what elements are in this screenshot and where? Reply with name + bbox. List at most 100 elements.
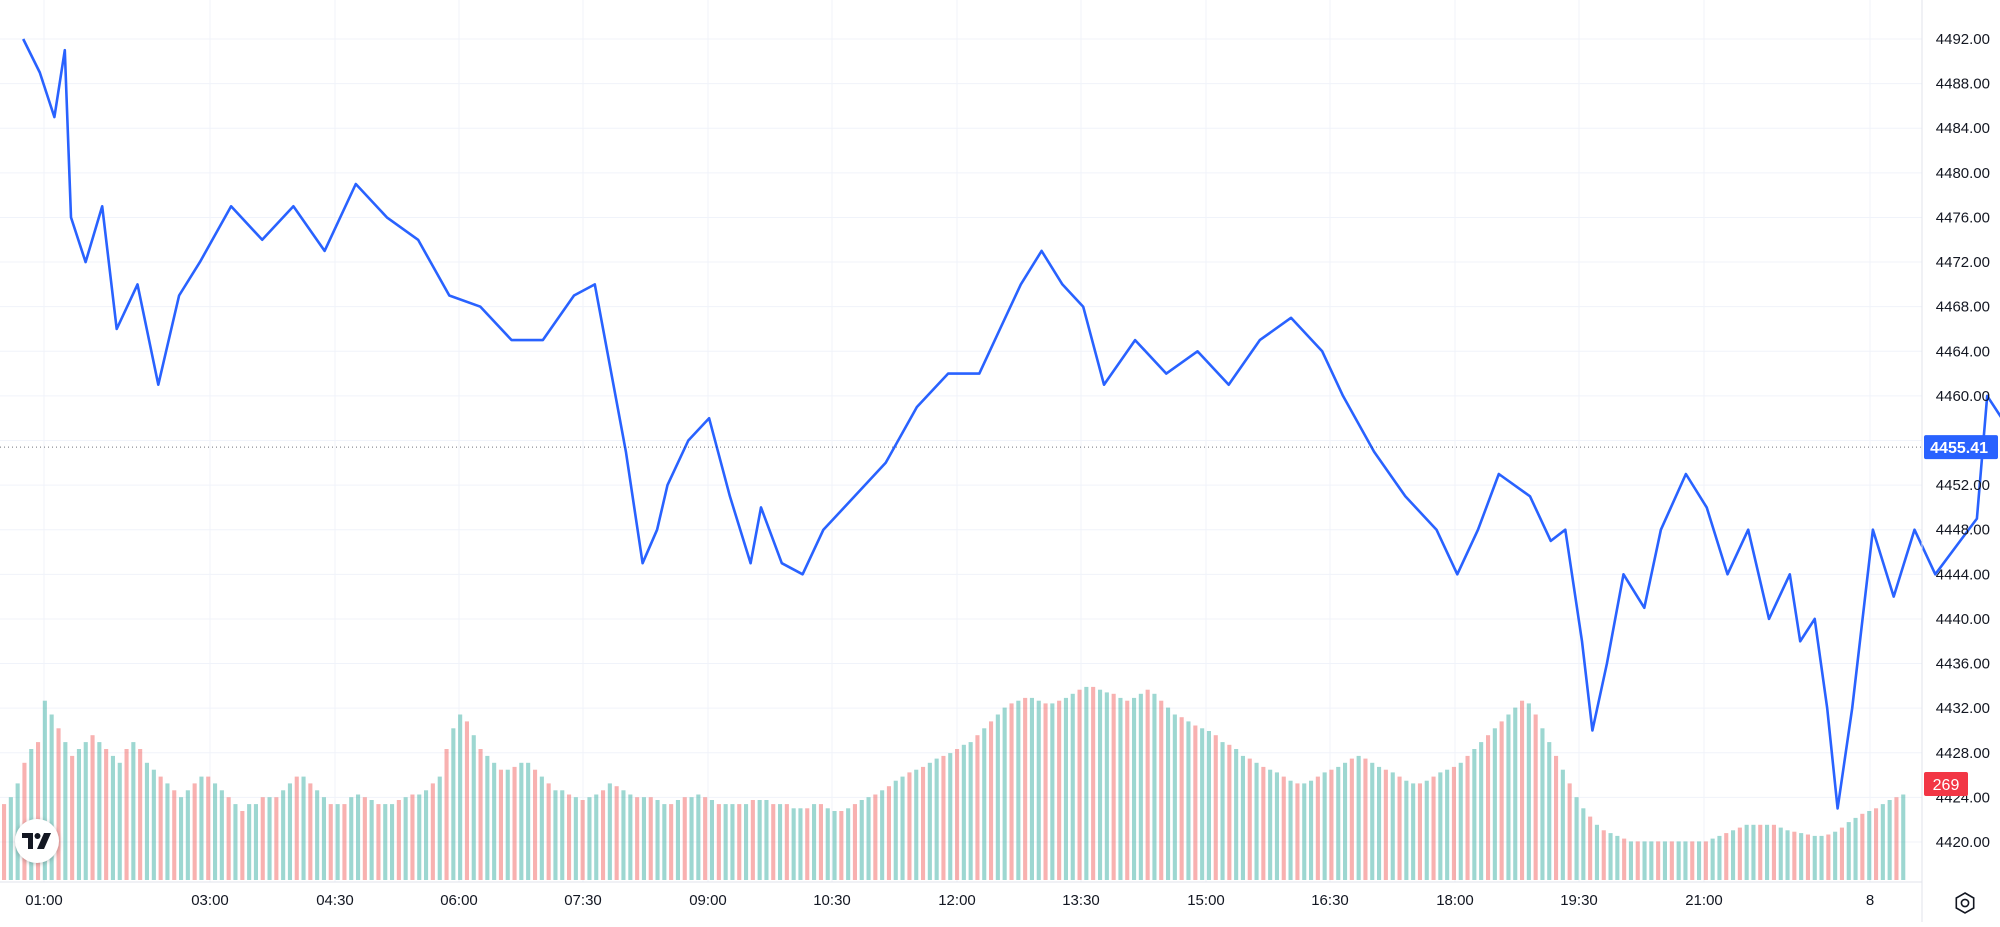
volume-bar [614, 786, 619, 880]
volume-bar [471, 735, 476, 880]
price-line[interactable] [22, 38, 2000, 810]
volume-bar [1628, 841, 1633, 880]
volume-bar [83, 742, 88, 880]
volume-bar [1458, 762, 1463, 880]
volume-bar [955, 749, 960, 880]
volume-bar [430, 783, 435, 880]
volume-bar [383, 804, 388, 880]
y-tick-label: 4492.00 [1936, 31, 1990, 48]
volume-bar [832, 811, 837, 880]
volume-bar [417, 794, 422, 880]
volume-bar [941, 755, 946, 880]
volume-bar [778, 804, 783, 880]
x-tick-label: 06:00 [440, 892, 478, 909]
volume-bar [968, 742, 973, 880]
volume-bar [1588, 816, 1593, 880]
volume-bar [1206, 731, 1211, 880]
volume-bar [29, 749, 34, 880]
volume-bar [42, 700, 47, 880]
volume-bar [961, 744, 966, 880]
volume-bar [1703, 841, 1708, 880]
volume-bar [580, 800, 585, 880]
x-tick-label: 18:00 [1436, 892, 1474, 909]
volume-bar [1159, 700, 1164, 880]
y-tick-label: 4432.00 [1936, 700, 1990, 717]
volume-bar [709, 800, 714, 880]
volume-bar [1683, 841, 1688, 880]
volume-bar [1145, 689, 1150, 880]
volume-bar [1397, 776, 1402, 880]
volume-bar [982, 728, 987, 880]
volume-bar [90, 735, 95, 880]
volume-bar [1486, 735, 1491, 880]
volume-bar [560, 790, 565, 880]
volume-bar [1016, 700, 1021, 880]
volume-bar [764, 800, 769, 880]
volume-bar [1608, 833, 1613, 880]
volume-bar [744, 804, 749, 880]
volume-bar [1717, 835, 1722, 880]
y-tick-label: 4460.00 [1936, 388, 1990, 405]
volume-bar [873, 794, 878, 880]
volume-bar [1377, 766, 1382, 880]
tradingview-logo-icon[interactable] [15, 819, 59, 863]
x-tick-label: 04:30 [316, 892, 354, 909]
volume-bar [818, 804, 823, 880]
volume-bar [1697, 841, 1702, 880]
volume-bar [1778, 827, 1783, 880]
volume-bar [1724, 833, 1729, 880]
volume-bar [526, 762, 531, 880]
volume-bar [478, 749, 483, 880]
volume-bar [1424, 780, 1429, 880]
volume-bar [97, 742, 102, 880]
volume-bar [621, 790, 626, 880]
volume-bar [1240, 755, 1245, 880]
x-tick-label: 01:00 [25, 892, 63, 909]
volume-bar [253, 804, 258, 880]
volume-bar [1431, 776, 1436, 880]
volume-bar [852, 804, 857, 880]
volume-bar [349, 797, 354, 880]
volume-bar [921, 766, 926, 880]
volume-bar [70, 755, 75, 880]
volume-bar [1560, 769, 1565, 880]
volume-bar [1438, 772, 1443, 880]
volume-bar [1002, 707, 1007, 880]
volume-bar [1710, 838, 1715, 880]
y-tick-label: 4428.00 [1936, 745, 1990, 762]
volume-bar [1063, 697, 1068, 880]
volume-bar [165, 783, 170, 880]
volume-bar [287, 783, 292, 880]
x-tick-label: 8 [1866, 892, 1874, 909]
y-tick-label: 4472.00 [1936, 254, 1990, 271]
volume-bar [594, 794, 599, 880]
volume-bar [825, 808, 830, 880]
volume-bar [1411, 783, 1416, 880]
volume-bar [975, 735, 980, 880]
volume-bar [199, 776, 204, 880]
time-axis[interactable]: 01:00 03:00 04:30 06:00 07:30 09:00 10:30 12:00… [25, 892, 1874, 909]
volume-bar [1023, 697, 1028, 880]
volume-bar [1574, 797, 1579, 880]
volume-bar [185, 790, 190, 880]
volume-bar [648, 797, 653, 880]
chart-settings-icon[interactable] [1950, 888, 1980, 918]
volume-bar [1111, 693, 1116, 880]
price-axis[interactable]: 4420.004424.004428.004432.004436.004440.… [1936, 31, 1990, 851]
volume-bar [601, 790, 606, 880]
volume-bar [880, 790, 885, 880]
volume-bar [206, 776, 211, 880]
volume-bar [1247, 758, 1252, 880]
volume-bar [1050, 703, 1055, 880]
volume-bar [1894, 797, 1899, 880]
volume-bar [1166, 707, 1171, 880]
volume-bar [1329, 769, 1334, 880]
volume-bar [281, 790, 286, 880]
x-tick-label: 09:00 [689, 892, 727, 909]
x-tick-label: 12:00 [938, 892, 976, 909]
volume-bar [376, 804, 381, 880]
volume-bar [1554, 755, 1559, 880]
volume-bar [1472, 749, 1477, 880]
